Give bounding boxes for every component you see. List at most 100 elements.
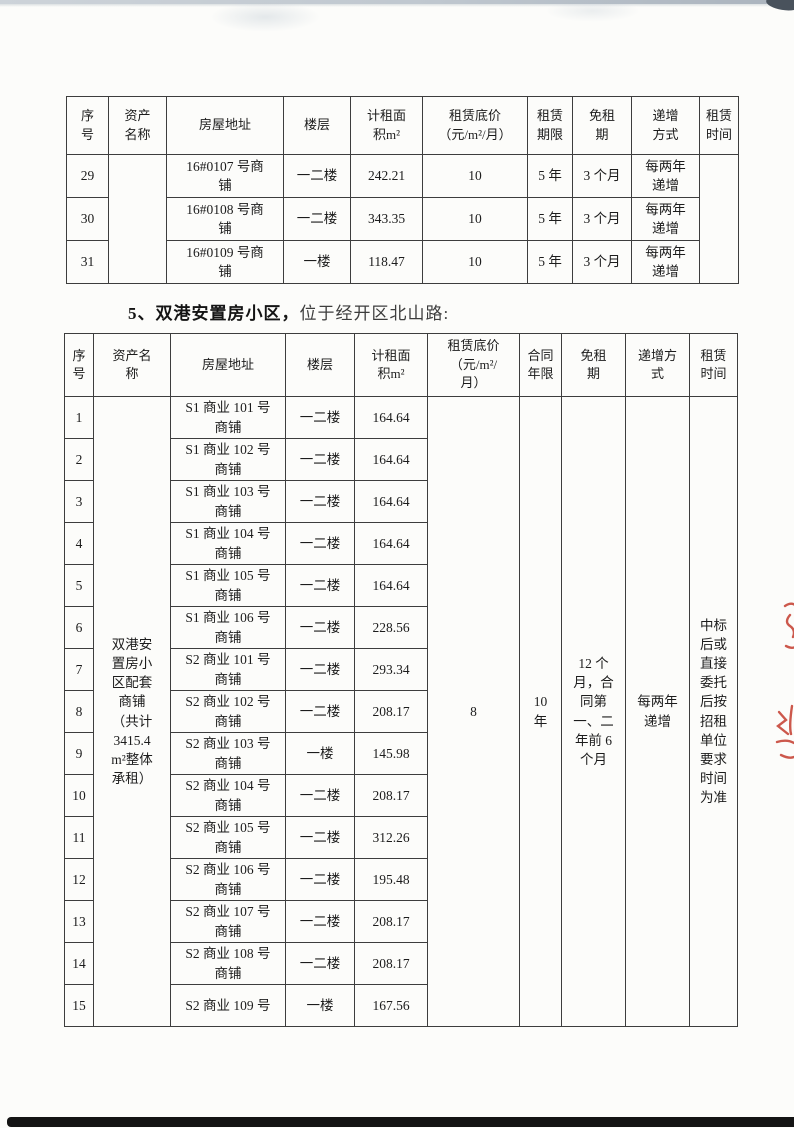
cell-address: S2 商业 109 号 <box>170 984 286 1027</box>
cell-address: S1 商业 104 号 商铺 <box>170 522 286 565</box>
cell-increase: 每两年 递增 <box>631 197 700 241</box>
header-floor: 楼层 <box>283 96 351 155</box>
header-lease-term: 租赁 期限 <box>527 96 573 155</box>
cell-seq: 7 <box>64 648 94 691</box>
cell-base-price: 10 <box>422 240 528 284</box>
section-number: 5、 <box>128 304 156 323</box>
cell-seq: 31 <box>66 240 109 284</box>
cell-floor: 一二楼 <box>285 606 355 649</box>
cell-address: S1 商业 102 号 商铺 <box>170 438 286 481</box>
header-asset-name: 资产名 称 <box>93 333 171 397</box>
cell-rent-free: 3 个月 <box>572 197 632 241</box>
header-lease-time: 租赁 时间 <box>689 333 738 397</box>
cell-seq: 2 <box>64 438 94 481</box>
cell-area: 293.34 <box>354 648 428 691</box>
cell-address: S2 商业 102 号 商铺 <box>170 690 286 733</box>
cell-floor: 一楼 <box>285 984 355 1027</box>
cell-address: S1 商业 101 号 商铺 <box>170 396 286 439</box>
cell-address: S2 商业 105 号 商铺 <box>170 816 286 859</box>
cell-seq: 30 <box>66 197 109 241</box>
cell-seq: 1 <box>64 396 94 439</box>
cell-asset-name <box>108 154 167 284</box>
scan-smudge <box>545 0 640 22</box>
header-base-price: 租赁底价 （元/m²/月） <box>422 96 528 155</box>
cell-floor: 一二楼 <box>283 154 351 198</box>
lease-table-16-building: 序 号 资产 名称 房屋地址 楼层 计租面 积m² 租赁底价 （元/m²/月） … <box>66 96 739 284</box>
header-rent-free: 免租 期 <box>572 96 632 155</box>
table-row: 11 S2 商业 105 号 商铺 一二楼 312.26 <box>64 816 738 859</box>
cell-seq: 10 <box>64 774 94 817</box>
table-row: 8 S2 商业 102 号 商铺 一二楼 208.17 <box>64 690 738 733</box>
header-lease-time: 租赁 时间 <box>699 96 739 155</box>
cell-area: 208.17 <box>354 774 428 817</box>
cell-floor: 一楼 <box>283 240 351 284</box>
cell-floor: 一二楼 <box>285 648 355 691</box>
scan-bottom-edge <box>7 1117 794 1127</box>
cell-rent-free: 3 个月 <box>572 154 632 198</box>
cell-floor: 一二楼 <box>285 816 355 859</box>
cell-floor: 一二楼 <box>285 396 355 439</box>
header-contract-term: 合同 年限 <box>519 333 562 397</box>
header-increase: 递增 方式 <box>631 96 700 155</box>
cell-area: 195.48 <box>354 858 428 901</box>
cell-floor: 一二楼 <box>285 858 355 901</box>
cell-address: S2 商业 101 号 商铺 <box>170 648 286 691</box>
cell-seq: 9 <box>64 732 94 775</box>
table-row: 7 S2 商业 101 号 商铺 一二楼 293.34 <box>64 648 738 691</box>
header-seq: 序 号 <box>64 333 94 397</box>
header-address: 房屋地址 <box>166 96 284 155</box>
cell-area: 242.21 <box>350 154 423 198</box>
cell-address: 16#0109 号商 铺 <box>166 240 284 284</box>
table-row: 9 S2 商业 103 号 商铺 一楼 145.98 <box>64 732 738 775</box>
scan-smudge <box>210 2 320 32</box>
cell-seq: 4 <box>64 522 94 565</box>
cell-floor: 一二楼 <box>285 774 355 817</box>
table-row: 12 S2 商业 106 号 商铺 一二楼 195.48 <box>64 858 738 901</box>
header-area: 计租面 积m² <box>354 333 428 397</box>
cell-area: 164.64 <box>354 480 428 523</box>
header-rent-free: 免租 期 <box>561 333 626 397</box>
cell-floor: 一二楼 <box>285 900 355 943</box>
cell-rent-free: 3 个月 <box>572 240 632 284</box>
table-row: 3 S1 商业 103 号 商铺 一二楼 164.64 <box>64 480 738 523</box>
cell-floor: 一二楼 <box>285 690 355 733</box>
cell-seq: 12 <box>64 858 94 901</box>
cell-rent-free: 12 个 月，合 同第 一、二 年前 6 个月 <box>561 396 626 1027</box>
header-area: 计租面 积m² <box>350 96 423 155</box>
header-address: 房屋地址 <box>170 333 286 397</box>
cell-seq: 3 <box>64 480 94 523</box>
cell-floor: 一二楼 <box>285 480 355 523</box>
cell-floor: 一二楼 <box>285 942 355 985</box>
cell-seq: 8 <box>64 690 94 733</box>
cell-floor: 一楼 <box>285 732 355 775</box>
cell-area: 208.17 <box>354 942 428 985</box>
table-row: 30 16#0108 号商 铺 一二楼 343.35 10 5 年 3 个月 每… <box>66 197 739 241</box>
cell-address: S2 商业 104 号 商铺 <box>170 774 286 817</box>
table-header-row: 序 号 资产名 称 房屋地址 楼层 计租面 积m² 租赁底价 （元/m²/ 月）… <box>64 333 738 397</box>
cell-base-price: 10 <box>422 154 528 198</box>
cell-base-price: 10 <box>422 197 528 241</box>
header-asset-name: 资产 名称 <box>108 96 167 155</box>
table-row: 10 S2 商业 104 号 商铺 一二楼 208.17 <box>64 774 738 817</box>
cell-area: 164.64 <box>354 522 428 565</box>
cell-address: S2 商业 108 号 商铺 <box>170 942 286 985</box>
table-row: 31 16#0109 号商 铺 一楼 118.47 10 5 年 3 个月 每两… <box>66 240 739 284</box>
cell-seq: 6 <box>64 606 94 649</box>
cell-seq: 11 <box>64 816 94 859</box>
cell-lease-term: 5 年 <box>527 154 573 198</box>
cell-contract-term: 10 年 <box>519 396 562 1027</box>
cell-increase: 每两年 递增 <box>631 154 700 198</box>
table-header-row: 序 号 资产 名称 房屋地址 楼层 计租面 积m² 租赁底价 （元/m²/月） … <box>66 96 739 155</box>
cell-area: 208.17 <box>354 690 428 733</box>
cell-floor: 一二楼 <box>285 522 355 565</box>
cell-base-price: 8 <box>427 396 520 1027</box>
header-base-price: 租赁底价 （元/m²/ 月） <box>427 333 520 397</box>
cell-address: 16#0108 号商 铺 <box>166 197 284 241</box>
cell-area: 312.26 <box>354 816 428 859</box>
cell-area: 164.64 <box>354 564 428 607</box>
cell-area: 228.56 <box>354 606 428 649</box>
table-row: 5 S1 商业 105 号 商铺 一二楼 164.64 <box>64 564 738 607</box>
cell-area: 118.47 <box>350 240 423 284</box>
cell-increase: 每两年 递增 <box>625 396 690 1027</box>
